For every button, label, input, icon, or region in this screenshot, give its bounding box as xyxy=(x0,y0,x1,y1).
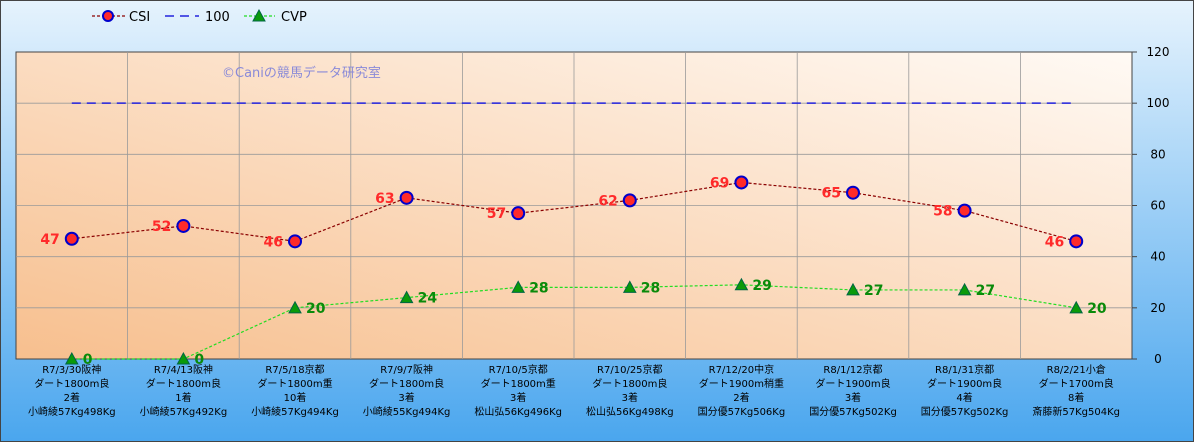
csi-point xyxy=(734,175,749,190)
csi-data-label: 47 xyxy=(40,232,59,248)
csi-data-label: 62 xyxy=(598,193,617,209)
x-tick-label: 10着 xyxy=(284,391,307,404)
x-tick-label: 2着 xyxy=(733,391,749,404)
cvp-point xyxy=(622,280,637,293)
y-tick-label: 0 xyxy=(1154,352,1162,366)
x-tick-label: R7/4/13阪神 xyxy=(154,363,213,376)
cvp-data-label: 28 xyxy=(641,280,660,296)
cvp-data-label: 28 xyxy=(529,280,548,296)
cvp-data-label: 27 xyxy=(976,283,995,299)
x-tick-label: 小崎綾57Kg498Kg xyxy=(28,405,116,418)
cvp-data-label: 0 xyxy=(83,352,93,368)
x-tick-label: ダート1800m良 xyxy=(592,377,667,390)
y-tick-label: 20 xyxy=(1150,301,1165,315)
x-tick-label: ダート1700m良 xyxy=(1039,377,1114,390)
x-tick-label: 8着 xyxy=(1068,391,1084,404)
csi-point xyxy=(846,185,860,200)
csi-data-label: 46 xyxy=(264,234,283,250)
y-tick-label: 120 xyxy=(1147,45,1170,59)
csi-data-label: 65 xyxy=(822,186,841,202)
series-line-cvp xyxy=(71,284,1077,360)
cvp-point xyxy=(511,280,526,293)
x-tick-label: R7/5/18京都 xyxy=(265,363,324,376)
cvp-data-label: 27 xyxy=(864,283,883,299)
y-tick-label: 80 xyxy=(1150,147,1165,161)
x-tick-label: 2着 xyxy=(64,391,80,404)
x-tick-label: 3着 xyxy=(510,391,526,404)
x-tick-label: 3着 xyxy=(622,391,638,404)
x-tick-label: 小崎綾57Kg492Kg xyxy=(140,405,228,418)
x-tick-label: R8/2/21小倉 xyxy=(1047,363,1106,376)
csi-data-label: 63 xyxy=(375,191,394,207)
x-tick-label: 国分優57Kg502Kg xyxy=(921,405,1009,418)
csi-data-label: 69 xyxy=(710,175,729,191)
x-tick-label: 松山弘56Kg498Kg xyxy=(586,405,674,418)
csi-data-label: 52 xyxy=(152,219,171,235)
cvp-point xyxy=(846,282,860,296)
x-tick-label: ダート1800m良 xyxy=(146,377,221,390)
csi-point xyxy=(64,231,79,246)
x-tick-label: ダート1900m稍重 xyxy=(699,377,784,390)
cvp-data-label: 20 xyxy=(1087,301,1107,317)
cvp-point xyxy=(1069,300,1084,314)
x-tick-label: ダート1900m良 xyxy=(927,377,1002,390)
x-tick-label: 3着 xyxy=(398,391,414,404)
x-tick-label: R7/10/5京都 xyxy=(489,363,548,376)
x-tick-label: ダート1800m重 xyxy=(257,377,332,390)
x-tick-label: ダート1800m良 xyxy=(369,377,444,390)
csi-point xyxy=(511,206,526,221)
x-tick-label: ダート1800m重 xyxy=(481,377,556,390)
cvp-data-label: 20 xyxy=(306,301,326,317)
x-tick-label: 小崎綾55Kg494Kg xyxy=(363,405,451,418)
csi-point xyxy=(288,234,302,249)
csi-data-label: 57 xyxy=(487,206,506,222)
x-tick-label: ダート1900m良 xyxy=(815,377,890,390)
csi-point xyxy=(622,193,637,208)
x-tick-label: 国分優57Kg506Kg xyxy=(698,405,786,418)
legend-label-100: 100 xyxy=(205,10,230,25)
x-tick-label: R7/10/25京都 xyxy=(597,363,663,376)
csi-point xyxy=(176,218,191,233)
x-tick-label: 国分優57Kg502Kg xyxy=(809,405,897,418)
x-tick-label: R7/12/20中京 xyxy=(709,363,775,376)
x-tick-label: R7/9/7阪神 xyxy=(380,363,433,376)
cvp-data-label: 29 xyxy=(752,278,771,294)
legend-label-cvp: CVP xyxy=(281,10,307,25)
legend-marker-cvp xyxy=(252,8,266,22)
cvp-point xyxy=(64,351,79,365)
cvp-point xyxy=(957,282,972,296)
cvp-point xyxy=(176,351,191,365)
cvp-point xyxy=(288,300,302,314)
cvp-data-label: 0 xyxy=(194,352,204,368)
x-tick-label: 小崎綾57Kg494Kg xyxy=(251,405,339,418)
watermark-text: ©Caniの競馬データ研究室 xyxy=(222,65,381,81)
csi-data-label: 46 xyxy=(1045,234,1064,250)
y-tick-label: 100 xyxy=(1147,96,1170,110)
x-tick-label: ダート1800m良 xyxy=(34,377,109,390)
csi-point xyxy=(957,203,972,218)
series-line-csi xyxy=(71,181,1077,242)
x-tick-label: 3着 xyxy=(845,391,861,404)
csi-point xyxy=(399,190,414,205)
x-tick-label: 4着 xyxy=(956,391,972,404)
x-tick-label: R8/1/31京都 xyxy=(935,363,994,376)
x-tick-label: 1着 xyxy=(175,391,191,404)
x-tick-label: R8/1/12京都 xyxy=(823,363,882,376)
x-tick-label: 斎藤新57Kg504Kg xyxy=(1032,405,1120,418)
cvp-data-label: 24 xyxy=(418,291,438,307)
x-tick-label: R7/3/30阪神 xyxy=(42,363,101,376)
cvp-point xyxy=(399,290,414,304)
x-tick-label: 松山弘56Kg496Kg xyxy=(474,405,562,418)
csi-point xyxy=(1069,234,1084,249)
legend-label-csi: CSI xyxy=(129,10,150,25)
legend-marker-csi xyxy=(102,10,114,22)
cvp-point xyxy=(734,277,749,291)
y-tick-label: 40 xyxy=(1150,250,1165,264)
y-tick-label: 60 xyxy=(1150,199,1165,213)
csi-data-label: 58 xyxy=(933,204,952,220)
